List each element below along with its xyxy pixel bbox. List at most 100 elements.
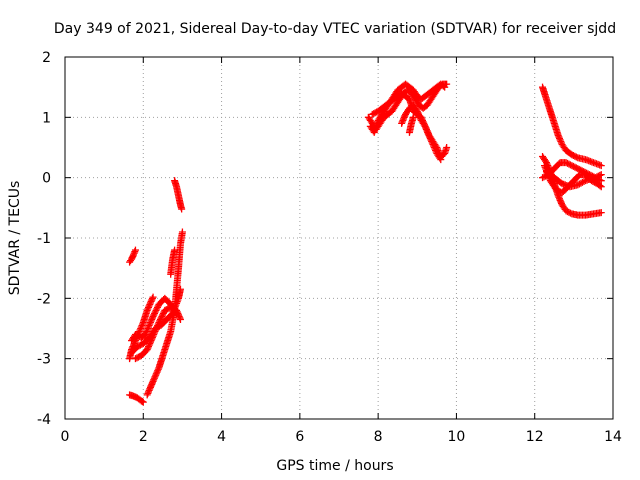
data-point — [432, 148, 440, 156]
data-point — [554, 131, 562, 139]
data-point — [144, 389, 152, 397]
y-tick-label: 0 — [42, 171, 51, 187]
data-point — [413, 107, 421, 115]
y-tick-label: 2 — [42, 50, 51, 66]
data-point — [178, 228, 186, 236]
data-point — [398, 119, 406, 127]
data-point — [415, 110, 423, 118]
data-point — [143, 328, 151, 336]
data-point — [555, 193, 563, 201]
data-point — [142, 329, 150, 337]
data-point — [144, 325, 152, 332]
x-tick-label: 14 — [604, 429, 622, 445]
x-tick-label: 6 — [295, 429, 304, 445]
data-point — [138, 321, 146, 329]
data-point — [421, 122, 429, 130]
data-point — [139, 320, 147, 328]
data-point — [146, 385, 154, 393]
data-point — [143, 346, 151, 354]
y-tick-label: -1 — [37, 231, 51, 247]
data-point — [424, 128, 432, 136]
data-point — [430, 144, 438, 151]
plot-frame — [64, 56, 614, 420]
data-point — [415, 112, 423, 120]
data-point — [152, 371, 160, 379]
data-point — [176, 314, 184, 322]
data-point — [178, 205, 186, 213]
data-point — [148, 295, 156, 303]
data-point — [137, 325, 145, 332]
data-point — [400, 115, 408, 123]
x-tick-label: 10 — [448, 429, 466, 445]
data-point — [400, 113, 408, 121]
x-tick-label: 8 — [374, 429, 383, 445]
data-point — [541, 157, 549, 165]
data-point — [143, 326, 151, 334]
data-point — [149, 377, 157, 385]
data-point — [439, 82, 447, 90]
data-point — [597, 177, 605, 185]
data-point — [137, 323, 145, 331]
data-point — [152, 370, 160, 378]
data-point — [441, 83, 449, 91]
data-point — [145, 388, 153, 396]
data-point — [145, 386, 153, 394]
x-tick-label: 4 — [217, 429, 226, 445]
data-point — [144, 344, 152, 352]
data-point — [147, 382, 155, 390]
data-point — [409, 113, 417, 121]
data-point — [597, 171, 605, 179]
data-point — [151, 373, 159, 381]
x-tick-label: 12 — [526, 429, 544, 445]
data-point — [429, 140, 437, 148]
data-point — [555, 133, 563, 141]
data-point — [420, 121, 428, 129]
data-point — [417, 115, 425, 123]
data-point — [157, 314, 165, 322]
data-point — [437, 156, 445, 164]
data-point — [146, 340, 154, 348]
data-point — [146, 320, 154, 328]
data-point — [146, 300, 154, 308]
data-point — [152, 306, 160, 314]
data-point — [145, 302, 153, 310]
data-point — [597, 162, 605, 170]
data-point — [443, 144, 451, 151]
data-point — [556, 196, 564, 204]
y-tick-label: 1 — [42, 110, 51, 126]
x-axis-label: GPS time / hours — [276, 458, 393, 474]
data-point — [572, 153, 580, 161]
data-point — [428, 139, 436, 147]
data-point — [556, 134, 564, 142]
data-point — [150, 376, 158, 384]
data-point — [430, 142, 438, 150]
data-point — [151, 309, 159, 317]
data-point — [145, 343, 153, 351]
data-point — [412, 106, 420, 114]
data-point — [541, 163, 549, 171]
data-point — [159, 309, 167, 317]
data-point — [557, 198, 565, 206]
data-point — [557, 139, 565, 147]
data-point — [130, 249, 138, 257]
data-point — [432, 147, 440, 155]
data-point — [423, 127, 431, 135]
data-point — [151, 308, 159, 316]
data-point — [139, 398, 147, 406]
data-point — [580, 178, 588, 186]
data-point — [597, 209, 605, 217]
data-point — [153, 305, 161, 313]
data-point — [145, 341, 153, 349]
data-point — [158, 312, 166, 320]
series-midday — [364, 80, 451, 164]
data-point — [148, 315, 156, 323]
data-point — [422, 125, 430, 133]
data-point — [431, 145, 439, 153]
data-point — [154, 365, 162, 373]
data-point — [131, 246, 139, 254]
data-point — [130, 251, 137, 259]
data-point — [556, 195, 564, 203]
data-point — [428, 137, 436, 145]
grid-lines — [65, 57, 613, 419]
